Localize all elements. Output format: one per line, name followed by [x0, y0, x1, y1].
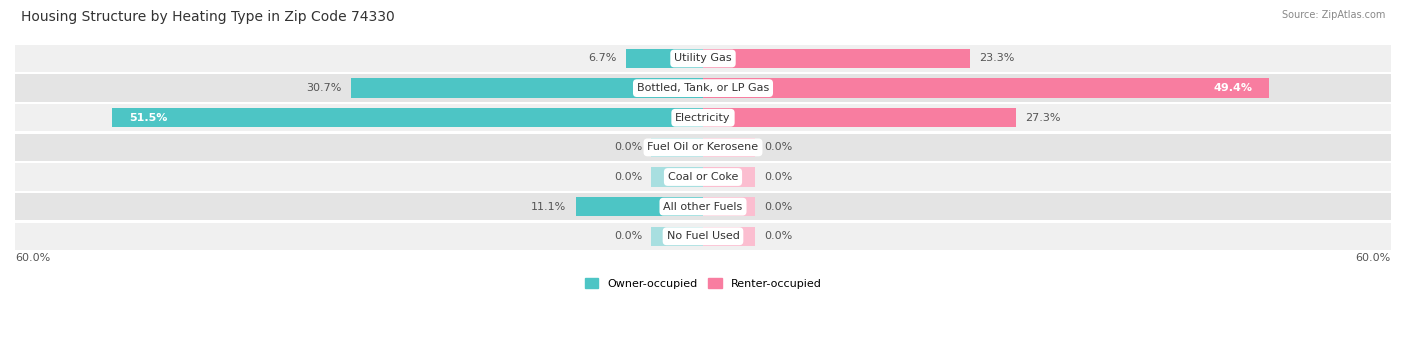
Text: 30.7%: 30.7%: [307, 83, 342, 93]
Bar: [15, 223, 1391, 250]
Text: 0.0%: 0.0%: [614, 142, 643, 152]
Text: Fuel Oil or Kerosene: Fuel Oil or Kerosene: [647, 142, 759, 152]
Text: 11.1%: 11.1%: [531, 202, 567, 211]
Text: 0.0%: 0.0%: [614, 172, 643, 182]
Bar: [703, 167, 755, 187]
Bar: [626, 49, 703, 68]
Bar: [651, 138, 703, 157]
Bar: [15, 104, 1391, 131]
Text: 60.0%: 60.0%: [15, 253, 51, 262]
Text: 51.5%: 51.5%: [129, 113, 169, 123]
Bar: [703, 49, 970, 68]
Text: 6.7%: 6.7%: [589, 53, 617, 64]
Bar: [15, 164, 1391, 191]
Bar: [703, 79, 1270, 98]
Text: No Fuel Used: No Fuel Used: [666, 231, 740, 241]
Bar: [703, 227, 755, 246]
Text: 0.0%: 0.0%: [763, 142, 792, 152]
Text: 49.4%: 49.4%: [1213, 83, 1253, 93]
Bar: [703, 108, 1017, 128]
Text: Source: ZipAtlas.com: Source: ZipAtlas.com: [1281, 10, 1385, 20]
Bar: [651, 167, 703, 187]
Legend: Owner-occupied, Renter-occupied: Owner-occupied, Renter-occupied: [581, 274, 825, 293]
Bar: [651, 227, 703, 246]
Text: 27.3%: 27.3%: [1025, 113, 1060, 123]
Text: 23.3%: 23.3%: [980, 53, 1015, 64]
Text: Bottled, Tank, or LP Gas: Bottled, Tank, or LP Gas: [637, 83, 769, 93]
Text: Coal or Coke: Coal or Coke: [668, 172, 738, 182]
Bar: [703, 197, 755, 216]
Text: Utility Gas: Utility Gas: [675, 53, 731, 64]
Bar: [15, 45, 1391, 72]
Text: All other Fuels: All other Fuels: [664, 202, 742, 211]
Text: Housing Structure by Heating Type in Zip Code 74330: Housing Structure by Heating Type in Zip…: [21, 10, 395, 24]
Bar: [575, 197, 703, 216]
Text: Electricity: Electricity: [675, 113, 731, 123]
Text: 0.0%: 0.0%: [763, 202, 792, 211]
Text: 0.0%: 0.0%: [763, 231, 792, 241]
Bar: [15, 74, 1391, 102]
Text: 0.0%: 0.0%: [763, 172, 792, 182]
Bar: [352, 79, 703, 98]
Bar: [15, 134, 1391, 161]
Text: 60.0%: 60.0%: [1355, 253, 1391, 262]
Bar: [15, 193, 1391, 220]
Bar: [703, 138, 755, 157]
Text: 0.0%: 0.0%: [614, 231, 643, 241]
Bar: [112, 108, 703, 128]
